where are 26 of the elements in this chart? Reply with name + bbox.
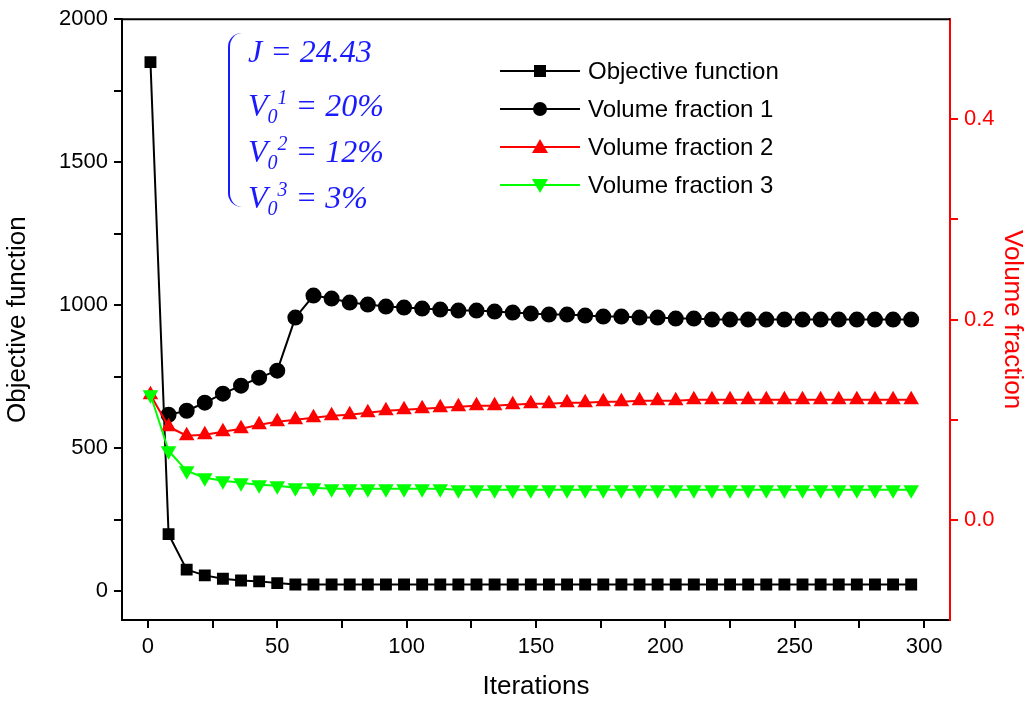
y2-tick-label: 0.2 — [964, 305, 995, 331]
annotation: V$_{0}$$^{2}$ = 12% — [248, 132, 384, 174]
y-axis-title: Objective function — [0, 216, 31, 423]
legend-label: Volume fraction 1 — [588, 95, 774, 123]
y-tick-label: 1000 — [59, 291, 108, 317]
x-tick-label: 250 — [776, 633, 814, 659]
legend-label: Objective function — [588, 57, 779, 85]
x-tick-label: 200 — [647, 633, 684, 659]
y-tick-label: 0 — [95, 577, 108, 603]
y2-tick-label: 0.4 — [964, 105, 995, 131]
annotation: V$_{0}$$^{1}$ = 20% — [248, 85, 384, 128]
x-tick-label: 150 — [517, 633, 555, 659]
legend-label: Volume fraction 2 — [588, 133, 774, 161]
x-tick-label: 50 — [265, 633, 290, 659]
y2-axis-title: Volume fraction — [999, 229, 1030, 410]
x-tick-label: 0 — [141, 633, 154, 659]
annotation: J = 24.43 — [248, 32, 373, 71]
x-tick-label: 100 — [388, 633, 425, 659]
x-tick-label: 300 — [905, 633, 943, 659]
y-tick-label: 2000 — [59, 5, 108, 31]
y-tick-label: 1500 — [59, 148, 108, 174]
y-tick-label: 500 — [71, 434, 108, 460]
annotation: V$_{0}$$^{3}$ = 3% — [248, 178, 368, 220]
y2-tick-label: 0.0 — [964, 505, 995, 531]
legend-label: Volume fraction 3 — [588, 171, 774, 199]
x-axis-title: Iterations — [482, 669, 590, 700]
